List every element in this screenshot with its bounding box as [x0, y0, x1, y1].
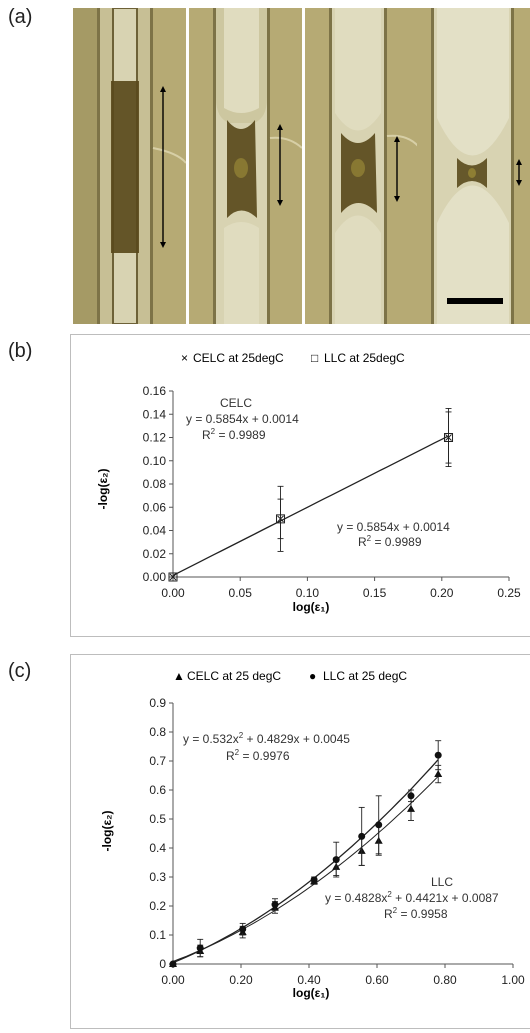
y-axis-label-c: -log(ε₂)	[100, 810, 114, 851]
x-tick-label: 0.20	[430, 586, 454, 600]
micrograph-4	[417, 8, 530, 324]
x-tick-label: 0.20	[229, 973, 253, 987]
data-point-llc	[407, 792, 415, 800]
y-axis-label: -log(ε₂)	[96, 468, 110, 509]
y-tick-label: 0.02	[143, 547, 167, 561]
legend-marker-llc: □	[311, 351, 318, 365]
chart-c-frame: ▲ CELC at 25 degC ● LLC at 25 degC 0 0.1 0…	[70, 654, 530, 1029]
data-point-llc	[168, 572, 178, 582]
data-point-llc	[169, 960, 177, 968]
x-tick-label: 0.80	[433, 973, 457, 987]
chart-b-axes: 0.00 0.02 0.04 0.06 0.08 0.10 0.12 0.14 0.16 0.00…	[143, 384, 521, 600]
annotation-celc-title: CELC	[220, 396, 252, 410]
data-point-celc	[407, 804, 415, 812]
legend-label-llc-c: LLC at 25 degC	[323, 669, 407, 683]
chart-b-frame: × CELC at 25degC □ LLC at 25degC 0.00 0.0…	[70, 334, 530, 637]
trend-line	[172, 775, 439, 962]
data-point-llc	[239, 925, 247, 933]
annotation-llc-title-c: LLC	[431, 875, 453, 889]
data-point-llc	[310, 876, 318, 884]
y-tick-label: 0.2	[149, 899, 166, 913]
annotation-llc-r2: R2 = 0.9989	[358, 534, 422, 549]
annotation-celc-equation-c: y = 0.532x2 + 0.4829x + 0.0045	[183, 731, 350, 746]
legend-marker-celc: ×	[181, 351, 188, 365]
y-tick-label: 0.16	[143, 384, 167, 398]
annotation-llc-equation: y = 0.5854x + 0.0014	[337, 520, 450, 534]
data-point-llc	[444, 433, 454, 442]
y-tick-label: 0.6	[149, 783, 166, 797]
scale-bar	[447, 298, 503, 304]
y-tick-label: 0.4	[149, 841, 166, 855]
chart-b-fits	[172, 435, 449, 576]
panel-label-c: (c)	[8, 660, 32, 682]
x-tick-label: 0.25	[497, 586, 521, 600]
x-tick-label: 0.00	[161, 586, 185, 600]
y-tick-label: 0.8	[149, 725, 166, 739]
y-tick-label: 0.10	[143, 454, 167, 468]
x-tick-label: 0.00	[161, 973, 185, 987]
x-tick-label: 1.00	[501, 973, 525, 987]
y-tick-label: 0	[159, 957, 166, 971]
y-tick-label: 0.08	[143, 477, 167, 491]
chart-c-axes: 0 0.1 0.2 0.3 0.4 0.5 0.6 0.7 0.8 0.9 0.00 0.20 0.40…	[149, 696, 525, 987]
chart-c-fits	[172, 759, 439, 964]
y-tick-label: 0.14	[143, 407, 167, 421]
x-tick-label: 0.10	[296, 586, 320, 600]
data-point-llc	[276, 514, 286, 524]
data-point-llc	[332, 856, 340, 864]
trend-line	[172, 759, 439, 964]
micrograph-1	[73, 8, 186, 324]
data-point-llc	[375, 821, 383, 829]
y-tick-label: 0.12	[143, 431, 167, 445]
x-tick-label: 0.15	[363, 586, 387, 600]
legend-marker-celc-c: ▲	[173, 669, 185, 683]
annotation-celc-equation: y = 0.5854x + 0.0014	[186, 412, 299, 426]
y-tick-label: 0.5	[149, 812, 166, 826]
x-tick-label: 0.05	[229, 586, 253, 600]
annotation-llc-r2-c: R2 = 0.9958	[384, 906, 448, 921]
annotation-celc-r2-c: R2 = 0.9976	[226, 748, 290, 763]
data-point-llc	[434, 751, 442, 759]
chart-b-marks	[168, 407, 454, 582]
cross-stroke	[169, 573, 177, 581]
chart-c: ▲ CELC at 25 degC ● LLC at 25 degC 00.10…	[100, 669, 525, 1000]
chart-b: × CELC at 25degC □ LLC at 25degC 0.000.0…	[96, 351, 521, 614]
chart-c-marks	[169, 740, 443, 968]
y-tick-label: 0.04	[143, 524, 167, 538]
legend-label-celc: CELC at 25degC	[193, 351, 284, 365]
legend-marker-llc-c: ●	[309, 669, 316, 683]
y-tick-label: 0.1	[149, 928, 166, 942]
x-axis-label-c: log(ε₁)	[293, 986, 330, 1000]
legend-label-llc: LLC at 25degC	[324, 351, 405, 365]
legend-label-celc-c: CELC at 25 degC	[187, 669, 281, 683]
annotation-llc-equation-c: y = 0.4828x2 + 0.4421x + 0.0087	[325, 890, 499, 905]
trend-line	[172, 435, 449, 576]
y-tick-label: 0.3	[149, 870, 166, 884]
x-tick-label: 0.40	[297, 973, 321, 987]
data-point-celc	[434, 770, 443, 778]
y-tick-label: 0.7	[149, 754, 166, 768]
panel-label-b: (b)	[8, 340, 33, 362]
data-point-celc	[169, 573, 177, 581]
y-tick-label: 0.00	[143, 570, 167, 584]
data-point-llc	[196, 944, 204, 952]
micrograph-3	[305, 8, 418, 324]
y-tick-label: 0.9	[149, 696, 166, 710]
micrograph-2	[189, 8, 302, 324]
x-tick-label: 0.60	[365, 973, 389, 987]
x-axis-label: log(ε₁)	[293, 600, 330, 614]
panel-label-a: (a)	[8, 6, 33, 28]
data-point-llc	[271, 901, 279, 909]
y-tick-label: 0.06	[143, 500, 167, 514]
data-point-llc	[358, 832, 366, 840]
annotation-celc-r2: R2 = 0.9989	[202, 427, 266, 442]
